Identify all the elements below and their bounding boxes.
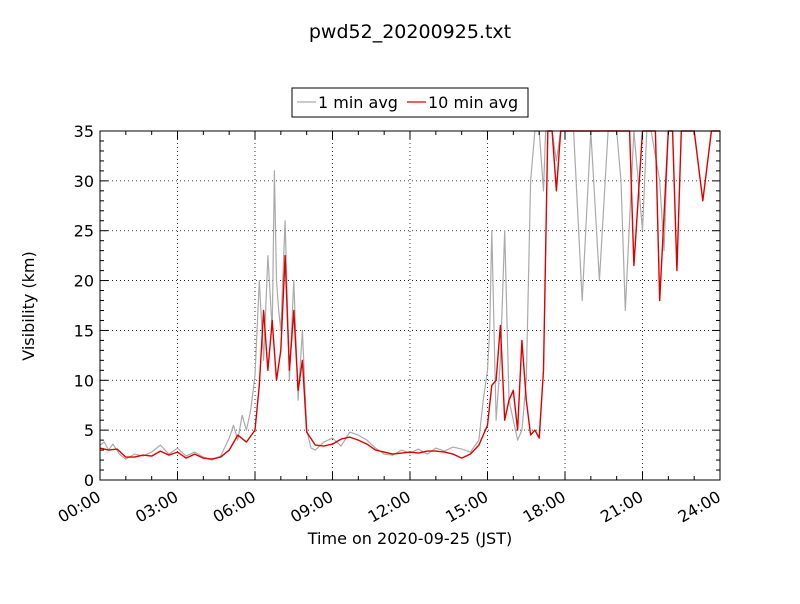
y-tick-label: 30 [74, 172, 94, 191]
legend: 1 min avg 10 min avg [291, 87, 529, 118]
x-tick-label: 03:00 [132, 487, 181, 527]
x-tick-label: 18:00 [520, 487, 569, 527]
y-tick-label: 35 [74, 122, 94, 141]
x-tick-label: 21:00 [597, 487, 646, 527]
grid [100, 131, 720, 480]
y-tick-label: 15 [74, 321, 94, 340]
legend-label-10min: 10 min avg [428, 93, 518, 112]
x-tick-label: 24:00 [675, 487, 724, 527]
x-tick-label: 12:00 [365, 487, 414, 527]
x-axis-label: Time on 2020-09-25 (JST) [307, 529, 512, 548]
x-tick-label: 06:00 [210, 487, 259, 527]
chart-title: pwd52_20200925.txt [309, 21, 511, 43]
y-tick-label: 5 [84, 421, 94, 440]
legend-label-1min: 1 min avg [318, 93, 398, 112]
axis-ticks: 00:00 03:00 06:00 09:00 12:00 15:00 18:00 21:00… [55, 122, 724, 527]
x-tick-label: 00:00 [55, 487, 104, 527]
y-axis-label: Visibility (km) [19, 251, 38, 360]
y-tick-label: 25 [74, 222, 94, 241]
y-tick-label: 0 [84, 471, 94, 490]
y-tick-label: 10 [74, 371, 94, 390]
x-tick-label: 15:00 [442, 487, 491, 527]
y-tick-label: 20 [74, 272, 94, 291]
x-tick-label: 09:00 [287, 487, 336, 527]
